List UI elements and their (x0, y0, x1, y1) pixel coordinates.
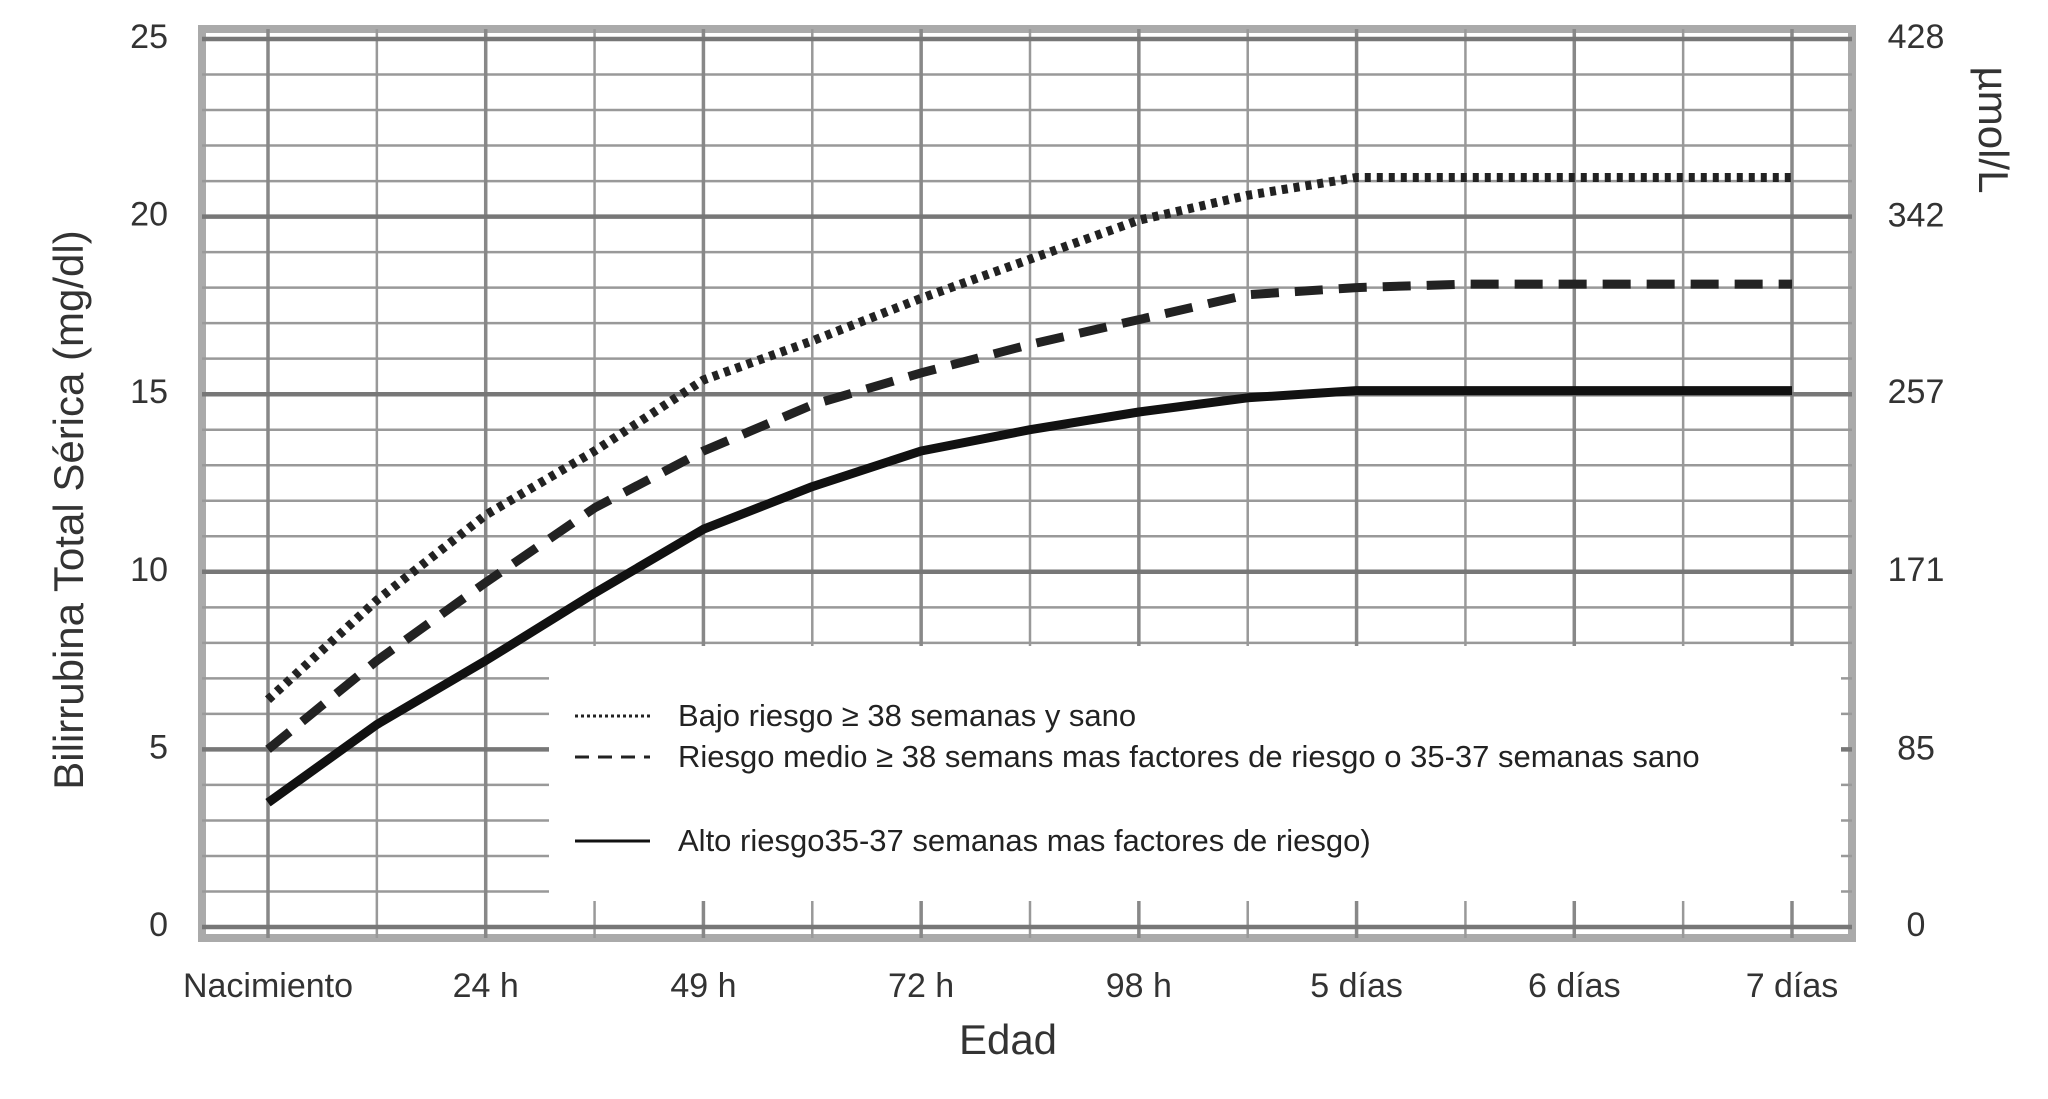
series-line (264, 173, 1792, 704)
legend-box (549, 646, 1841, 901)
y-axis-title: Bilirrubina Total Sérica (mg/dl) (45, 230, 92, 789)
y2-tick-label: 171 (1888, 551, 1945, 589)
legend-entry: Alto riesgo35-37 semanas mas factores de… (678, 823, 1371, 858)
y-tick-label: 5 (149, 728, 168, 766)
y2-tick-label: 257 (1888, 373, 1945, 411)
y2-tick-label: 85 (1897, 730, 1935, 768)
x-tick-label: 72 h (888, 967, 954, 1005)
y-tick-label: 25 (130, 18, 168, 56)
legend: Bajo riesgo ≥ 38 semanas y sano Riesgo me… (575, 698, 1700, 858)
series-line (265, 279, 1792, 753)
legend-entry: Riesgo medio ≥ 38 semans mas factores de… (678, 739, 1700, 774)
x-tick-label: Nacimiento (183, 967, 353, 1005)
lines (264, 173, 1792, 807)
x-tick-label: 7 días (1746, 967, 1839, 1005)
series-line (265, 386, 1792, 807)
labels: 0 5 10 15 20 25 0 85 171 257 342 428 Nacimiento 24 h 4… (130, 18, 1944, 1005)
y2-tick-label: 428 (1888, 18, 1945, 56)
x-tick-label: 98 h (1106, 967, 1172, 1005)
y-tick-label: 20 (130, 196, 168, 234)
legend-label: Bajo riesgo ≥ 38 semanas y sano (678, 698, 1137, 733)
x-tick-label: 6 días (1528, 967, 1621, 1005)
y2-axis-title: µmol/L (1970, 67, 2017, 194)
x-tick-label: 49 h (670, 967, 736, 1005)
y-tick-label: 10 (130, 551, 168, 589)
x-tick-label: 24 h (453, 967, 519, 1005)
x-axis-title: Edad (959, 1016, 1057, 1063)
y2-tick-label: 0 (1907, 906, 1926, 944)
legend-entry: Bajo riesgo ≥ 38 semanas y sano (678, 698, 1137, 733)
legend-label: Riesgo medio ≥ 38 semans mas factores de… (678, 739, 1700, 774)
legend-label: Alto riesgo35-37 semanas mas factores de… (678, 823, 1371, 858)
y-tick-label: 15 (130, 373, 168, 411)
x-tick-label: 5 días (1310, 967, 1403, 1005)
y-tick-label: 0 (149, 906, 168, 944)
y2-tick-label: 342 (1888, 196, 1945, 234)
